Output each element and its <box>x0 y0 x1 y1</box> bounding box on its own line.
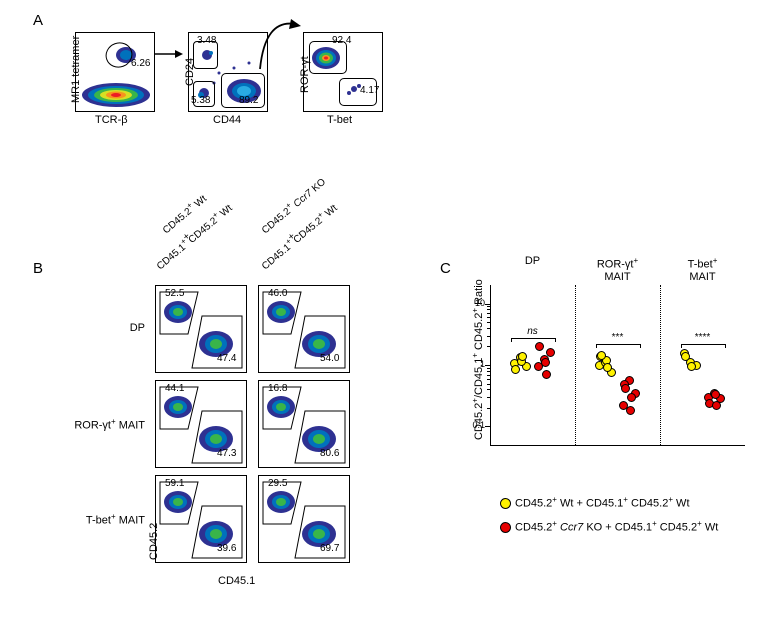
gate-a3-top-val: 92.4 <box>332 35 351 46</box>
gate-val: 47.4 <box>217 353 236 364</box>
panel-c-chart: 0.1110DPnsROR-γt+MAIT***T-bet+MAIT**** <box>490 285 745 455</box>
panel-b-label: B <box>33 260 43 277</box>
data-point <box>518 352 527 361</box>
sig-label: **** <box>683 332 723 343</box>
gate-val: 69.7 <box>320 543 339 554</box>
axis-b-x: CD45.1 <box>218 575 255 587</box>
gate-a3-right-val: 4.17 <box>360 85 379 96</box>
axis-b-y: CD45.2 <box>148 523 160 560</box>
data-point <box>541 358 550 367</box>
data-point <box>621 384 630 393</box>
gate-a1-val: 6.26 <box>131 58 150 69</box>
axis-a2-x: CD44 <box>213 114 241 126</box>
gate-val: 46.0 <box>268 288 287 299</box>
data-point <box>546 348 555 357</box>
data-point <box>627 393 636 402</box>
data-point <box>712 401 721 410</box>
gate-a2-bl-val: 5.38 <box>191 95 210 106</box>
axis-a2-y: CD24 <box>184 58 196 86</box>
panel-c-label: C <box>440 260 451 277</box>
row-label: T-bet+ MAIT <box>45 512 145 527</box>
gate-val: 29.5 <box>268 478 287 489</box>
axis-a1-x: TCR-β <box>95 114 128 126</box>
arrow-a1-a2 <box>153 45 183 63</box>
data-point <box>542 370 551 379</box>
data-point <box>626 406 635 415</box>
data-point <box>597 351 606 360</box>
axis-a1-y: MR1 tetramer <box>70 36 82 103</box>
legend-item: CD45.2+ Wt + CD45.1+ CD45.2+ Wt <box>500 490 718 514</box>
gate-val: 80.6 <box>320 448 339 459</box>
arrow-a2-a3 <box>255 14 305 74</box>
density-a1 <box>76 33 156 113</box>
row-label: ROR-γt+ MAIT <box>45 417 145 432</box>
gate-val: 44.1 <box>165 383 184 394</box>
axis-a3-y: ROR-γt <box>299 56 311 93</box>
gate-a2-br-val: 89.2 <box>239 95 258 106</box>
gate-val: 52.5 <box>165 288 184 299</box>
panel-a-label: A <box>33 12 43 29</box>
group-label: T-bet+MAIT <box>660 255 745 283</box>
legend-item: CD45.2+ Ccr7 KO + CD45.1+ CD45.2+ Wt <box>500 514 718 538</box>
gate-val: 59.1 <box>165 478 184 489</box>
data-point <box>511 365 520 374</box>
panel-c-legend: CD45.2+ Wt + CD45.1+ CD45.2+ WtCD45.2+ C… <box>500 490 718 537</box>
group-label: ROR-γt+MAIT <box>575 255 660 283</box>
axis-a3-x: T-bet <box>327 114 352 126</box>
data-point <box>535 342 544 351</box>
gate-val: 54.0 <box>320 353 339 364</box>
facs-plot-a1 <box>75 32 155 112</box>
sig-label: *** <box>598 332 638 343</box>
axis-c-y: CD45.2+/CD45.1+ CD45.2+ Ratio <box>470 279 485 440</box>
gate-a2-tl-val: 3.48 <box>197 35 216 46</box>
group-label: DP <box>490 255 575 267</box>
row-label: DP <box>45 322 145 334</box>
gate-val: 39.6 <box>217 543 236 554</box>
colhdr-2-line2: CD45.1+ CD45.2+ Wt <box>258 200 340 272</box>
data-point <box>687 362 696 371</box>
sig-label: ns <box>513 326 553 337</box>
gate-val: 16.8 <box>268 383 287 394</box>
gate-val: 47.3 <box>217 448 236 459</box>
